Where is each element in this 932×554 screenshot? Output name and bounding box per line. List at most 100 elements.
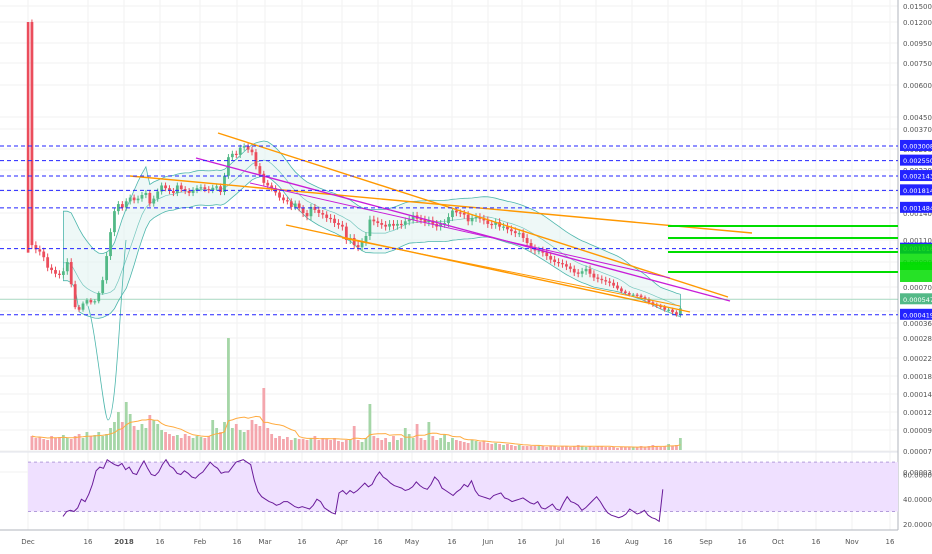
volume-bar bbox=[403, 428, 407, 450]
candle-body bbox=[372, 219, 376, 222]
volume-bar bbox=[506, 444, 509, 450]
grid bbox=[0, 0, 899, 531]
trendline-long bbox=[129, 175, 753, 234]
candle-body bbox=[639, 295, 643, 298]
volume-bar bbox=[451, 438, 454, 450]
volume-bar bbox=[655, 446, 659, 450]
volume-bar bbox=[227, 338, 230, 450]
candle-body bbox=[61, 271, 65, 275]
volume-bar bbox=[305, 440, 309, 450]
volume-bar bbox=[179, 438, 183, 450]
volume-bar bbox=[132, 426, 136, 450]
volume-bar bbox=[517, 445, 521, 450]
candle-body bbox=[565, 264, 568, 267]
time-tick-label: Apr bbox=[336, 538, 348, 546]
candle-body bbox=[34, 245, 38, 250]
candle-body bbox=[525, 237, 529, 244]
volume-bar bbox=[462, 442, 466, 450]
price-tick-label: 0.0001200 bbox=[903, 409, 932, 417]
time-tick-label: 16 bbox=[84, 538, 93, 546]
volume-bar bbox=[561, 446, 564, 450]
price-tick-label: 0.0075000 bbox=[903, 60, 932, 68]
time-tick-label: 16 bbox=[812, 538, 821, 546]
volume-bar bbox=[191, 438, 195, 450]
price-tick-label: 0.0007000 bbox=[903, 284, 932, 292]
volume-bar bbox=[439, 438, 443, 450]
candle-body bbox=[293, 203, 297, 207]
time-tick-label: 16 bbox=[156, 538, 165, 546]
volume-bar bbox=[187, 436, 191, 450]
volume-bar bbox=[478, 442, 482, 450]
time-tick-label: 16 bbox=[298, 538, 307, 546]
candle-body bbox=[250, 149, 254, 153]
time-tick-label: 2018 bbox=[114, 538, 134, 546]
time-tick-label: May bbox=[405, 538, 419, 546]
time-tick-label: Sep bbox=[699, 538, 713, 546]
price-axis: 0.0150000 0.0120000 0.0095000 0.0075000 0.00… bbox=[903, 3, 932, 477]
volume-bar bbox=[101, 436, 105, 450]
volume-bar bbox=[671, 446, 674, 450]
bollinger-band bbox=[63, 140, 681, 319]
price-tick-label: 0.0000750 bbox=[903, 448, 932, 456]
candle-body bbox=[195, 188, 199, 191]
time-axis: Dec 16 2018 16 Feb 16 Mar 16 Apr 16 May 16 Jun 16 Jul 1… bbox=[21, 538, 895, 546]
price-tick-label: 0.0045000 bbox=[903, 114, 932, 122]
candle-body bbox=[612, 282, 615, 286]
candle-body bbox=[443, 223, 446, 225]
volume-bar bbox=[317, 440, 321, 450]
candle-body bbox=[207, 189, 211, 191]
candle-body bbox=[659, 305, 663, 308]
candle-body bbox=[635, 294, 639, 296]
volume-bar bbox=[341, 442, 344, 450]
candle-body bbox=[148, 192, 152, 204]
volume-bar bbox=[557, 447, 560, 450]
rsi-band bbox=[28, 462, 898, 512]
candle-body bbox=[116, 204, 120, 212]
time-tick-label: Aug bbox=[625, 538, 639, 546]
volume-bar bbox=[635, 447, 639, 450]
volume-bar bbox=[474, 441, 478, 450]
time-tick-label: 16 bbox=[664, 538, 673, 546]
volume-bar bbox=[364, 438, 368, 450]
candle-body bbox=[160, 185, 164, 192]
candle-body bbox=[258, 166, 262, 174]
candle-body bbox=[164, 185, 167, 189]
candle-body bbox=[596, 277, 600, 279]
candle-body bbox=[529, 243, 533, 249]
volume-bar bbox=[250, 420, 254, 450]
volume-bar bbox=[407, 434, 411, 450]
volume-bar bbox=[116, 412, 120, 450]
candle-body bbox=[451, 210, 454, 218]
candle-body bbox=[572, 268, 576, 273]
candle-body bbox=[600, 278, 604, 281]
volume-bar bbox=[675, 445, 678, 450]
price-tick-label: 0.0002200 bbox=[903, 355, 932, 363]
volume-bar bbox=[592, 447, 596, 450]
volume-bar bbox=[156, 424, 160, 450]
candle-body bbox=[89, 300, 93, 303]
volume-bar bbox=[553, 446, 557, 450]
volume-bar bbox=[77, 434, 81, 450]
time-tick-label: 16 bbox=[518, 538, 527, 546]
rsi-line bbox=[62, 458, 664, 523]
level-label-box bbox=[900, 201, 932, 213]
level-label-box bbox=[900, 170, 932, 182]
horizontal-levels: 0.0030089 0.0025505 0.0021433 0.0018141 0.00… bbox=[0, 139, 932, 320]
candle-body bbox=[337, 223, 340, 225]
candle-body bbox=[30, 22, 34, 246]
volume-bar bbox=[61, 435, 65, 450]
volume-bar bbox=[254, 424, 258, 450]
volume-bar bbox=[443, 434, 446, 450]
price-tick-label: 0.0037000 bbox=[903, 126, 932, 134]
last-price-label: 0.0005474 bbox=[903, 296, 932, 304]
candle-body bbox=[329, 217, 333, 220]
volume-bar bbox=[663, 446, 667, 450]
candle-body bbox=[486, 220, 490, 224]
candle-body bbox=[309, 206, 313, 217]
volume-bar bbox=[600, 446, 604, 450]
volume-bar bbox=[81, 438, 85, 450]
volume-bar bbox=[525, 446, 529, 450]
volume-bar bbox=[470, 440, 474, 450]
